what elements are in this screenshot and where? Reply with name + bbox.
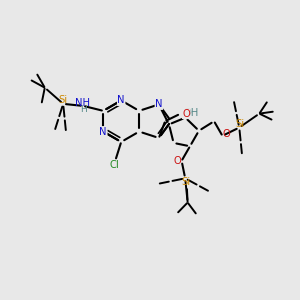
Text: H: H bbox=[80, 105, 86, 114]
Text: N: N bbox=[155, 99, 163, 110]
Text: Si: Si bbox=[236, 118, 245, 128]
Text: O: O bbox=[182, 109, 190, 118]
Text: O: O bbox=[223, 129, 230, 140]
Text: O: O bbox=[173, 156, 181, 167]
Text: NH: NH bbox=[75, 98, 90, 107]
Text: N: N bbox=[118, 95, 125, 106]
Text: Cl: Cl bbox=[109, 160, 119, 170]
Text: N: N bbox=[100, 127, 107, 136]
Text: Si: Si bbox=[181, 177, 190, 187]
Text: Si: Si bbox=[58, 95, 68, 105]
Text: OH: OH bbox=[183, 108, 199, 118]
